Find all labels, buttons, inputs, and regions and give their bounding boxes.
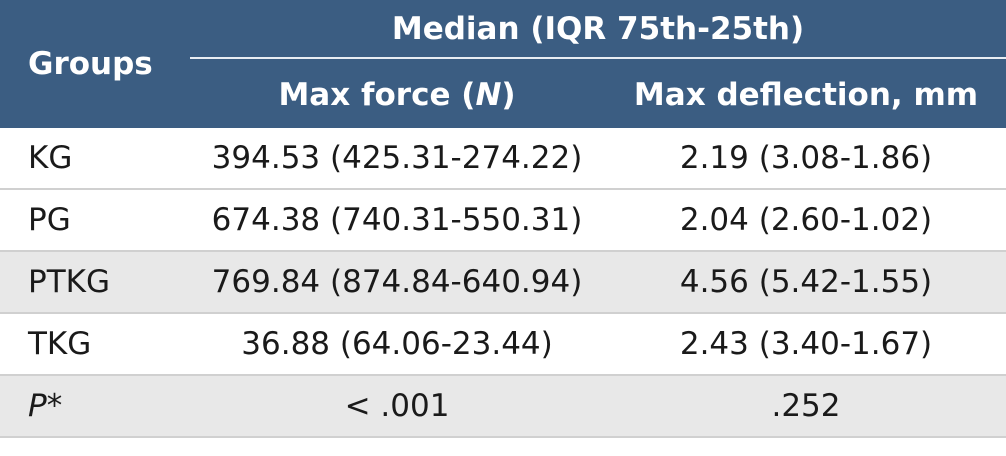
median-header-label: Median (IQR 75th-25th): [190, 11, 1006, 59]
p-value-label: P*: [0, 375, 188, 438]
max-force-header-suffix: ): [501, 77, 516, 113]
table-body: KG 394.53 (425.31-274.22) 2.19 (3.08-1.8…: [0, 128, 1006, 438]
max-force-cell: 394.53 (425.31-274.22): [188, 128, 606, 190]
max-force-header-prefix: Max force (: [278, 77, 476, 113]
max-deflection-cell: 2.43 (3.40-1.67): [606, 313, 1006, 376]
max-force-cell: 36.88 (64.06-23.44): [188, 313, 606, 376]
header-row-bottom: Max force (N) Max deflection, mm: [0, 66, 1006, 128]
max-deflection-cell: 4.56 (5.42-1.55): [606, 251, 1006, 314]
results-table-container: Groups Median (IQR 75th-25th) Max force …: [0, 0, 1006, 438]
max-force-cell: 674.38 (740.31-550.31): [188, 189, 606, 252]
group-cell: PTKG: [0, 251, 188, 314]
groups-header: Groups: [0, 0, 188, 128]
max-force-cell: 769.84 (874.84-640.94): [188, 251, 606, 314]
table-row: PG 674.38 (740.31-550.31) 2.04 (2.60-1.0…: [0, 189, 1006, 252]
p-value-max-force: < .001: [188, 375, 606, 438]
results-table: Groups Median (IQR 75th-25th) Max force …: [0, 0, 1006, 438]
table-header: Groups Median (IQR 75th-25th) Max force …: [0, 0, 1006, 128]
header-row-top: Groups Median (IQR 75th-25th): [0, 0, 1006, 128]
median-header: Median (IQR 75th-25th): [188, 0, 1006, 66]
table-row: PTKG 769.84 (874.84-640.94) 4.56 (5.42-1…: [0, 251, 1006, 314]
group-cell: KG: [0, 128, 188, 190]
p-value-max-deflection: .252: [606, 375, 1006, 438]
table-row: TKG 36.88 (64.06-23.44) 2.43 (3.40-1.67): [0, 313, 1006, 376]
group-cell: PG: [0, 189, 188, 252]
max-force-header: Max force (N): [188, 66, 606, 128]
max-force-unit: N: [475, 77, 502, 113]
table-row: KG 394.53 (425.31-274.22) 2.19 (3.08-1.8…: [0, 128, 1006, 190]
max-deflection-header: Max deflection, mm: [606, 66, 1006, 128]
max-deflection-cell: 2.19 (3.08-1.86): [606, 128, 1006, 190]
max-deflection-cell: 2.04 (2.60-1.02): [606, 189, 1006, 252]
p-value-row: P* < .001 .252: [0, 375, 1006, 438]
group-cell: TKG: [0, 313, 188, 376]
